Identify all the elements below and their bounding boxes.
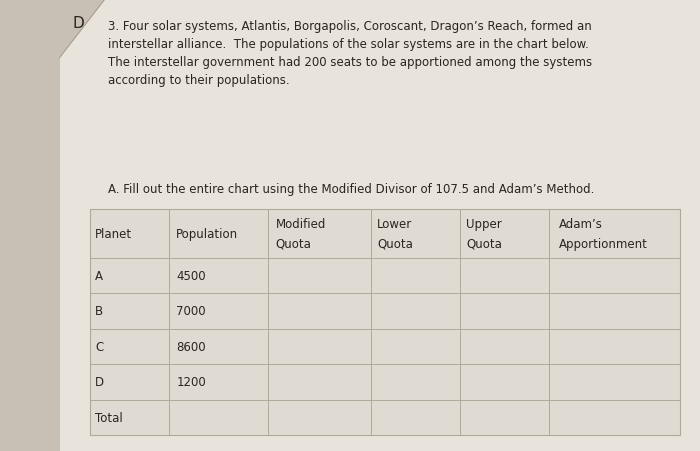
Text: 1200: 1200 xyxy=(176,376,206,389)
Text: 4500: 4500 xyxy=(176,269,206,282)
Text: Total: Total xyxy=(95,411,123,424)
Text: Modified: Modified xyxy=(276,217,326,230)
Text: Quota: Quota xyxy=(377,237,413,250)
Text: Lower: Lower xyxy=(377,217,412,230)
Text: 8600: 8600 xyxy=(176,340,206,353)
Text: C: C xyxy=(95,340,104,353)
Text: 3. Four solar systems, Atlantis, Borgapolis, Coroscant, Dragon’s Reach, formed a: 3. Four solar systems, Atlantis, Borgapo… xyxy=(108,20,593,87)
Polygon shape xyxy=(60,0,105,59)
Text: Quota: Quota xyxy=(466,237,502,250)
Text: Population: Population xyxy=(176,227,239,240)
Text: A. Fill out the entire chart using the Modified Divisor of 107.5 and Adam’s Meth: A. Fill out the entire chart using the M… xyxy=(108,183,595,196)
Text: Apportionment: Apportionment xyxy=(559,237,648,250)
Text: Quota: Quota xyxy=(276,237,312,250)
Text: B: B xyxy=(95,305,104,318)
FancyBboxPatch shape xyxy=(60,0,700,451)
Text: Upper: Upper xyxy=(466,217,502,230)
Text: 7000: 7000 xyxy=(176,305,206,318)
Text: D: D xyxy=(72,16,84,31)
Text: D: D xyxy=(95,376,104,389)
Text: Planet: Planet xyxy=(95,227,132,240)
Text: A: A xyxy=(95,269,103,282)
FancyBboxPatch shape xyxy=(90,210,680,435)
Text: Adam’s: Adam’s xyxy=(559,217,603,230)
